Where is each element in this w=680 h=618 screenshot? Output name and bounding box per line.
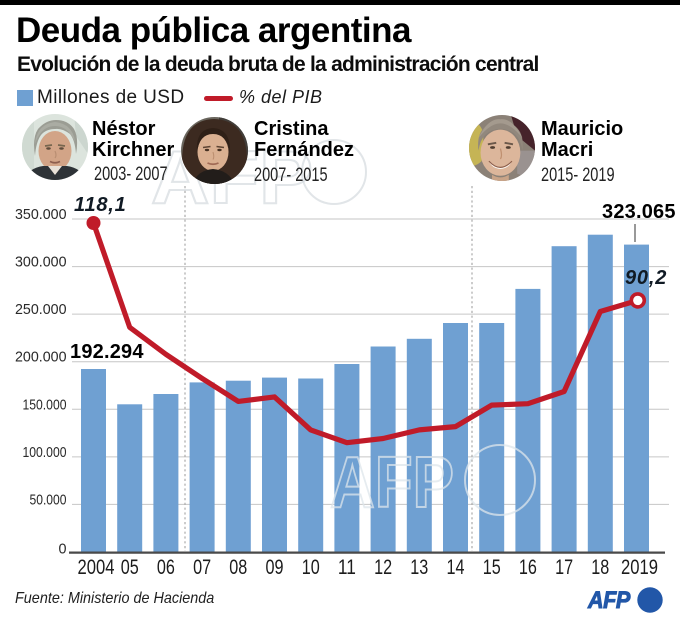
- svg-text:13: 13: [410, 555, 428, 579]
- svg-text:300.000: 300.000: [15, 254, 67, 271]
- svg-text:06: 06: [157, 555, 175, 579]
- svg-text:18: 18: [591, 555, 609, 579]
- svg-text:14: 14: [447, 555, 465, 579]
- svg-text:05: 05: [121, 555, 139, 579]
- svg-text:100.000: 100.000: [23, 444, 67, 461]
- svg-text:AFP: AFP: [330, 443, 454, 523]
- svg-text:11: 11: [338, 555, 356, 579]
- svg-text:12: 12: [374, 555, 392, 579]
- svg-text:200.000: 200.000: [15, 349, 67, 366]
- svg-text:15: 15: [483, 555, 501, 579]
- svg-text:0: 0: [59, 541, 67, 558]
- svg-text:2004: 2004: [78, 555, 115, 579]
- svg-text:350.000: 350.000: [15, 206, 67, 223]
- svg-text:2019: 2019: [621, 555, 658, 579]
- svg-text:08: 08: [229, 555, 247, 579]
- svg-text:50.000: 50.000: [30, 491, 67, 508]
- svg-text:250.000: 250.000: [15, 301, 67, 318]
- svg-text:17: 17: [555, 555, 573, 579]
- svg-text:09: 09: [266, 555, 284, 579]
- svg-text:16: 16: [519, 555, 537, 579]
- svg-text:10: 10: [302, 555, 320, 579]
- svg-text:07: 07: [193, 555, 211, 579]
- svg-text:150.000: 150.000: [23, 396, 67, 413]
